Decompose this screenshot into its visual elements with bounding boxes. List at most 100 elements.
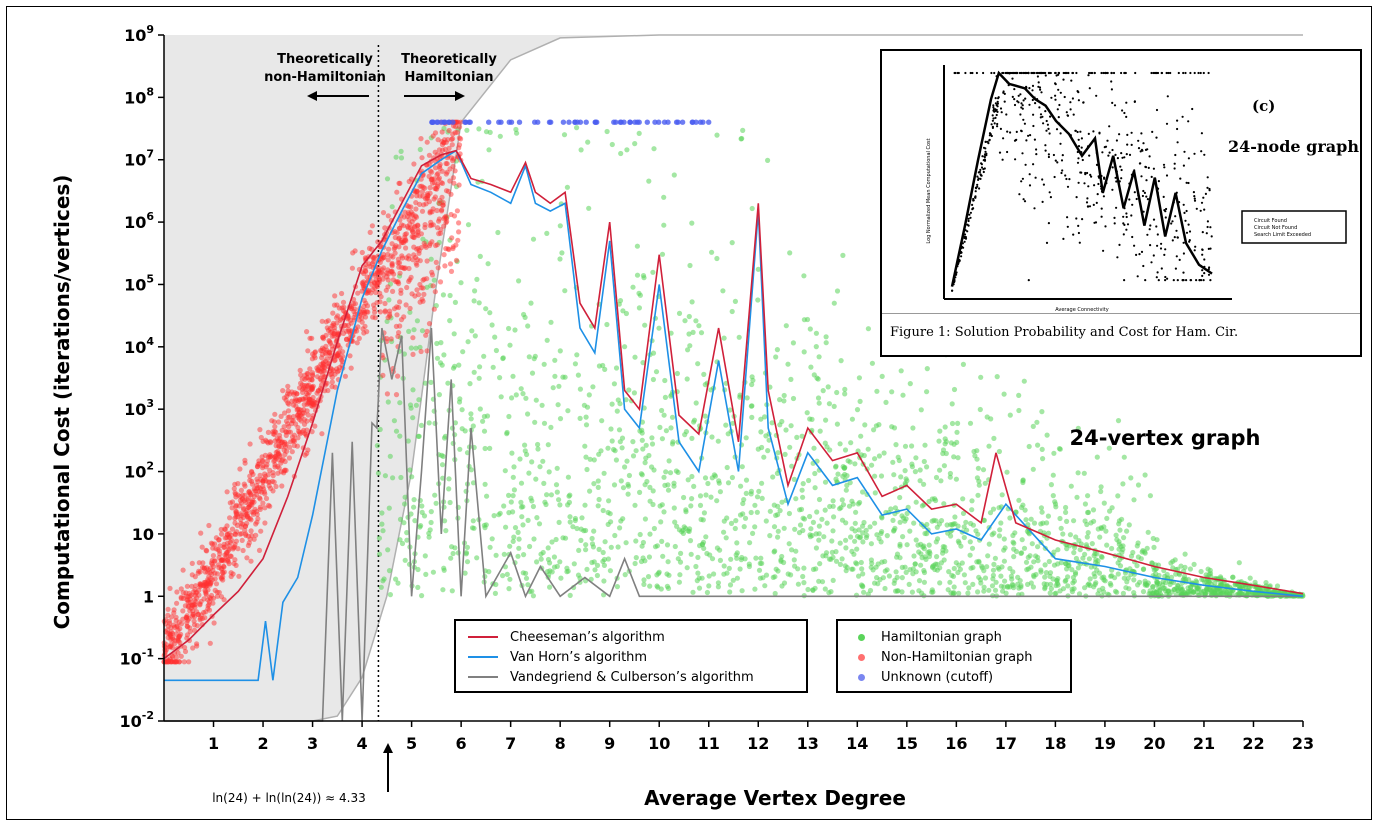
hamiltonian-point [1113,532,1119,538]
hamiltonian-point [709,434,715,440]
hamiltonian-point [787,444,793,450]
hamiltonian-point [703,534,709,540]
non-hamiltonian-point [361,279,367,285]
hamiltonian-point [806,477,812,484]
inset-title: 24-node graph [1228,137,1359,156]
hamiltonian-point [703,492,709,498]
non-hamiltonian-point [421,202,427,208]
hamiltonian-point [940,450,946,457]
hamiltonian-point [899,564,905,571]
hamiltonian-point [687,262,693,269]
hamiltonian-point [434,355,441,361]
non-hamiltonian-point [191,602,197,608]
inset-point [984,140,987,143]
non-hamiltonian-point [241,497,248,503]
hamiltonian-point [413,345,419,351]
non-hamiltonian-point [439,129,445,135]
inset-point [1096,193,1099,196]
non-hamiltonian-point [181,659,187,665]
hamiltonian-point [1126,522,1132,528]
hamiltonian-point [937,580,943,586]
inset-point [1031,71,1034,75]
hamiltonian-point [1042,562,1048,568]
inset-point [977,178,980,181]
hamiltonian-point [800,573,806,580]
hamiltonian-point [474,276,480,282]
hamiltonian-point [472,333,478,339]
hamiltonian-point [813,344,819,350]
hamiltonian-point [1207,587,1213,593]
hamiltonian-point [544,230,550,236]
non-hamiltonian-point [415,229,421,235]
hamiltonian-point [630,284,636,290]
hamiltonian-point [512,525,519,531]
inset-point [1182,164,1185,167]
hamiltonian-point [420,236,426,242]
inset-point [1152,218,1156,221]
hamiltonian-point [955,420,961,426]
hamiltonian-point [1050,472,1056,478]
inset-point [1169,71,1172,75]
non-hamiltonian-point [388,336,394,342]
hamiltonian-point [1156,572,1162,579]
inset-point [1064,174,1067,177]
hamiltonian-point [693,400,699,406]
inset-point [1166,95,1169,98]
hamiltonian-point [1223,589,1230,595]
inset-point [1165,174,1169,177]
hamiltonian-point [386,505,392,511]
hamiltonian-point [889,389,895,395]
hamiltonian-point [907,528,913,534]
non-hamiltonian-point [282,439,288,445]
inset-point [1080,137,1083,140]
non-hamiltonian-point [394,189,400,195]
hamiltonian-point [1070,574,1076,581]
non-hamiltonian-point [417,299,423,305]
inset-point [1176,119,1179,122]
hamiltonian-point [1016,585,1022,591]
inset-point [1092,130,1095,133]
inset-point [971,71,974,75]
inset-point [976,175,979,178]
hamiltonian-point [1094,551,1100,557]
hamiltonian-point [899,589,905,595]
unknown-point [446,119,452,125]
hamiltonian-point [810,566,817,573]
hamiltonian-point [1055,547,1061,553]
inset-point [1183,211,1186,214]
hamiltonian-point [471,369,477,375]
inset-point [1130,143,1133,146]
hamiltonian-point [662,377,668,384]
hamiltonian-point [393,154,399,160]
inset-point [1113,222,1116,225]
hamiltonian-point [909,589,916,595]
hamiltonian-point [509,450,515,456]
hamiltonian-point [814,509,820,515]
non-hamiltonian-point [211,620,217,626]
inset-point [1141,194,1144,198]
hamiltonian-point [903,569,909,576]
inset-point [1022,118,1025,121]
inset-point [983,159,987,162]
inset-point [1128,153,1132,156]
inset-point [990,123,993,126]
inset-point [1005,113,1008,116]
hamiltonian-point [672,543,678,550]
non-hamiltonian-point [418,348,424,355]
hamiltonian-point [981,568,987,574]
hamiltonian-point [933,561,939,567]
non-hamiltonian-point [407,221,413,227]
inset-point [1105,71,1109,75]
hamiltonian-point [476,300,482,306]
hamiltonian-point [497,375,503,381]
hamiltonian-point [817,428,823,434]
hamiltonian-point [1069,567,1075,573]
hamiltonian-point [1120,543,1126,549]
non-hamiltonian-point [324,356,330,362]
unknown-point [621,119,627,125]
non-hamiltonian-point [426,152,432,158]
non-hamiltonian-point [390,288,396,294]
hamiltonian-point [897,541,903,548]
hamiltonian-point [729,308,735,315]
hamiltonian-point [1144,545,1150,551]
